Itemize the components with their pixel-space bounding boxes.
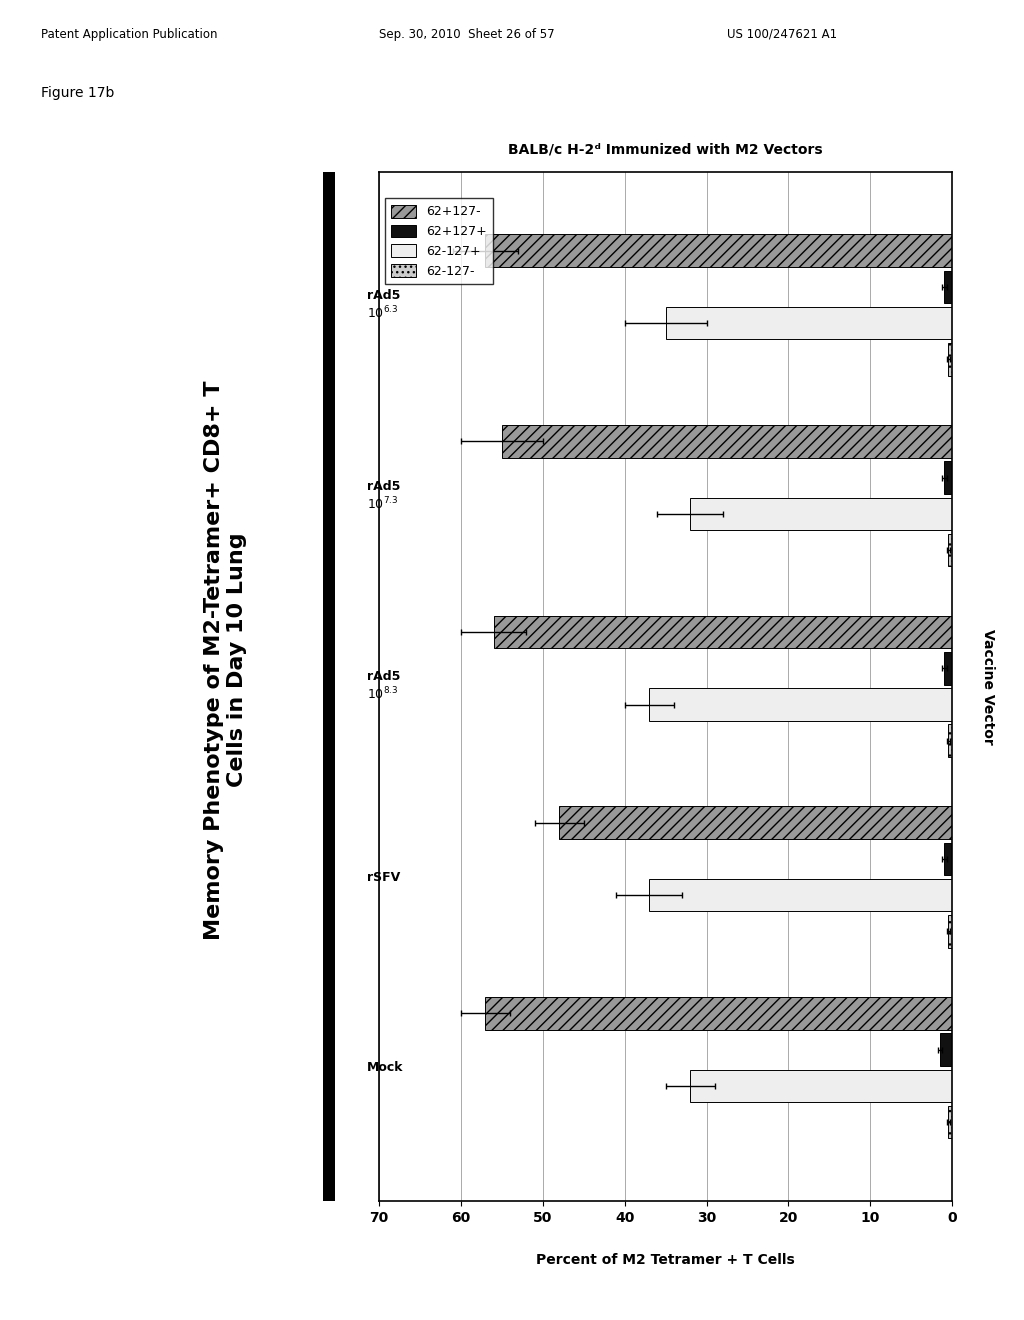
Text: Mock: Mock xyxy=(367,1061,403,1074)
Bar xyxy=(944,842,952,875)
Bar xyxy=(948,343,952,376)
Text: Figure 17b: Figure 17b xyxy=(41,86,115,100)
Bar xyxy=(485,997,952,1030)
Bar xyxy=(948,1106,952,1138)
Text: Patent Application Publication: Patent Application Publication xyxy=(41,28,217,41)
Text: BALB/c H-2ᵈ Immunized with M2 Vectors: BALB/c H-2ᵈ Immunized with M2 Vectors xyxy=(508,143,823,156)
Bar xyxy=(559,807,952,840)
Bar xyxy=(944,461,952,494)
Bar xyxy=(485,235,952,267)
Bar xyxy=(649,879,952,912)
Bar xyxy=(502,425,952,458)
Bar xyxy=(690,1069,952,1102)
Legend: 62+127-, 62+127+, 62-127+, 62-127-: 62+127-, 62+127+, 62-127+, 62-127- xyxy=(385,198,494,284)
Text: rAd5
$10^{6.3}$: rAd5 $10^{6.3}$ xyxy=(367,289,400,321)
Bar xyxy=(944,271,952,304)
Text: Memory Phenotype of M2-Tetramer+ CD8+ T
Cells in Day 10 Lung: Memory Phenotype of M2-Tetramer+ CD8+ T … xyxy=(204,380,247,940)
Text: Percent of M2 Tetramer + T Cells: Percent of M2 Tetramer + T Cells xyxy=(537,1253,795,1267)
Text: rAd5
$10^{8.3}$: rAd5 $10^{8.3}$ xyxy=(367,671,400,702)
Bar xyxy=(948,915,952,948)
Text: Sep. 30, 2010  Sheet 26 of 57: Sep. 30, 2010 Sheet 26 of 57 xyxy=(379,28,555,41)
Bar xyxy=(944,652,952,685)
Bar xyxy=(940,1034,952,1067)
Bar xyxy=(666,306,952,339)
Text: rSFV: rSFV xyxy=(367,871,399,883)
Bar xyxy=(948,533,952,566)
Bar xyxy=(690,498,952,531)
Text: US 100/247621 A1: US 100/247621 A1 xyxy=(727,28,838,41)
Text: rAd5
$10^{7.3}$: rAd5 $10^{7.3}$ xyxy=(367,479,400,512)
Bar xyxy=(948,725,952,758)
Bar xyxy=(649,688,952,721)
Text: Vaccine Vector: Vaccine Vector xyxy=(981,628,995,744)
Bar xyxy=(494,615,952,648)
